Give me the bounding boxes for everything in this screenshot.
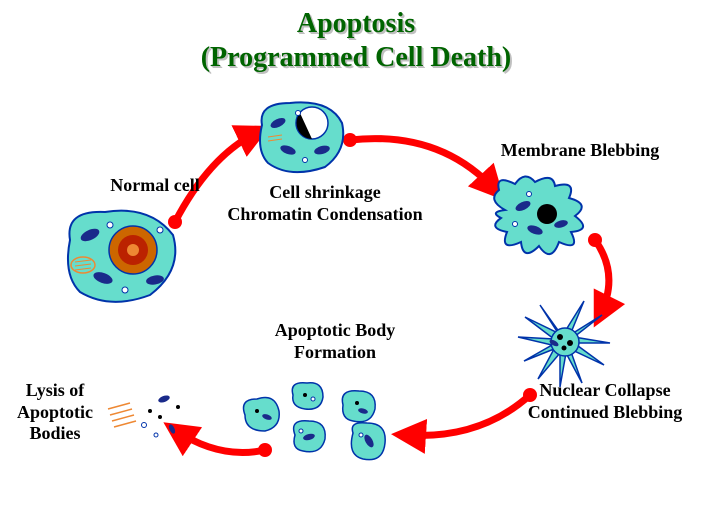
- label-shrinkage-l2: Chromatin Condensation: [227, 204, 422, 224]
- label-shrinkage: Cell shrinkage Chromatin Condensation: [200, 182, 450, 225]
- cell-bodies: [235, 375, 405, 475]
- label-lysis-l1: Lysis of: [26, 380, 85, 400]
- label-bodies-l1: Apoptotic Body: [275, 320, 396, 340]
- cell-blebbing: [485, 170, 595, 265]
- label-lysis: Lysis of Apoptotic Bodies: [0, 380, 110, 445]
- label-blebbing: Membrane Blebbing: [470, 140, 690, 162]
- label-shrinkage-l1: Cell shrinkage: [269, 182, 381, 202]
- title-line1: Apoptosis: [0, 8, 712, 40]
- cell-collapse: [510, 295, 620, 390]
- title-line2: (Programmed Cell Death): [0, 42, 712, 74]
- label-lysis-l3: Bodies: [29, 423, 80, 443]
- cell-normal: [55, 200, 185, 310]
- label-bodies-l2: Formation: [294, 342, 376, 362]
- label-bodies: Apoptotic Body Formation: [240, 320, 430, 363]
- cell-lysis: [100, 385, 190, 450]
- cell-shrinkage: [250, 95, 350, 180]
- label-lysis-l2: Apoptotic: [17, 402, 93, 422]
- label-collapse-l2: Continued Blebbing: [528, 402, 683, 422]
